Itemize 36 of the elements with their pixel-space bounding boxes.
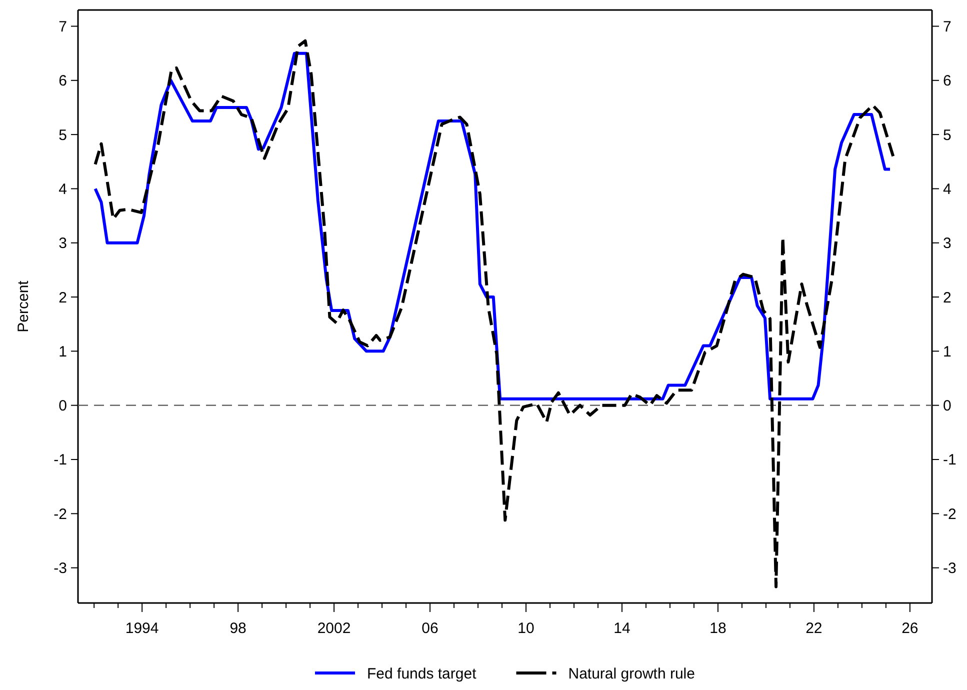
- x-tick-label: 98: [230, 620, 246, 637]
- y2-tick-label: -3: [943, 560, 956, 578]
- y-tick-label: -2: [54, 506, 67, 523]
- y2-tick-label: 4: [943, 180, 952, 198]
- y2-tick-label: 0: [943, 398, 952, 415]
- y-axis-title: Percent: [15, 280, 32, 332]
- y2-tick-label: 5: [943, 126, 952, 144]
- x-tick-label: 06: [422, 620, 438, 637]
- y-tick-label: 6: [58, 72, 67, 90]
- x-tick-label: 22: [806, 620, 822, 637]
- x-tick-label: 26: [902, 620, 918, 637]
- x-tick-label: 10: [518, 620, 534, 637]
- line-series: [94, 52, 892, 400]
- legend-label: Natural growth rule: [568, 665, 695, 682]
- y2-tick-label: 6: [943, 72, 952, 90]
- x-tick-label: 2002: [317, 620, 351, 637]
- y-tick-label: 7: [58, 18, 67, 36]
- y-tick-label: 2: [58, 289, 67, 306]
- y2-tick-label: -2: [943, 506, 956, 523]
- y-tick-label: 4: [58, 180, 67, 198]
- legend-label: Fed funds target: [367, 665, 478, 682]
- y-tick-label: -1: [54, 452, 67, 469]
- x-tick-label: 1994: [125, 620, 159, 637]
- y-tick-label: 0: [58, 398, 67, 415]
- y-tick-label: 3: [58, 235, 67, 252]
- x-tick-label: 18: [710, 620, 726, 637]
- y2-tick-label: 3: [943, 235, 952, 252]
- y-tick-label: -3: [54, 560, 67, 578]
- y-tick-label: 1: [58, 343, 67, 360]
- y2-tick-label: 7: [943, 18, 952, 36]
- y2-tick-label: 1: [943, 343, 952, 360]
- line-series: [94, 39, 895, 588]
- y2-tick-label: 2: [943, 289, 952, 306]
- x-tick-label: 14: [614, 620, 630, 637]
- y2-tick-label: -1: [943, 452, 956, 469]
- y-tick-label: 5: [58, 126, 67, 144]
